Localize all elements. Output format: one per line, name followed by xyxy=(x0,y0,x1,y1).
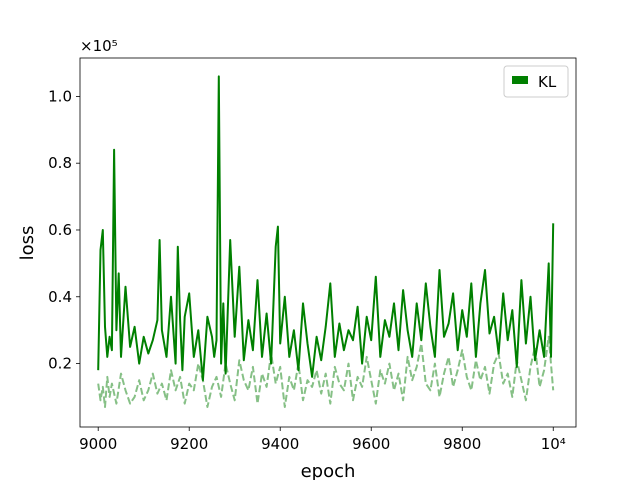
series-line-dashed xyxy=(97,335,555,408)
x-tick-label: 9800 xyxy=(443,435,481,453)
legend-label-kl: KL xyxy=(538,73,557,91)
y-tick-label: 1.0 xyxy=(48,87,72,105)
y-tick-label: 0.2 xyxy=(48,355,72,373)
legend-box xyxy=(503,65,569,98)
x-tick-label: 9200 xyxy=(170,435,208,453)
series-layer xyxy=(97,75,555,408)
y-tick-label: 0.8 xyxy=(48,154,72,172)
x-tick-label: 9000 xyxy=(79,435,117,453)
x-axis-label: epoch xyxy=(301,461,356,480)
plot-background xyxy=(80,58,576,427)
legend-swatch-kl xyxy=(512,76,528,84)
x-tick-label: 9400 xyxy=(261,435,299,453)
x-tick-label: 10⁴ xyxy=(541,435,566,453)
y-multiplier: ×10⁵ xyxy=(80,37,118,55)
series-line-kl xyxy=(97,75,555,382)
y-axis-ticks: 0.2 0.4 0.6 0.8 1.0 xyxy=(48,87,80,373)
x-tick-label: 9600 xyxy=(352,435,390,453)
y-axis-label: loss xyxy=(17,226,38,261)
plot-frame xyxy=(79,57,577,428)
x-axis-ticks: 9000 9200 9400 9600 9800 10⁴ xyxy=(79,427,566,453)
y-tick-label: 0.4 xyxy=(48,288,72,306)
legend: KL xyxy=(503,65,569,98)
y-tick-label: 0.6 xyxy=(48,221,72,239)
